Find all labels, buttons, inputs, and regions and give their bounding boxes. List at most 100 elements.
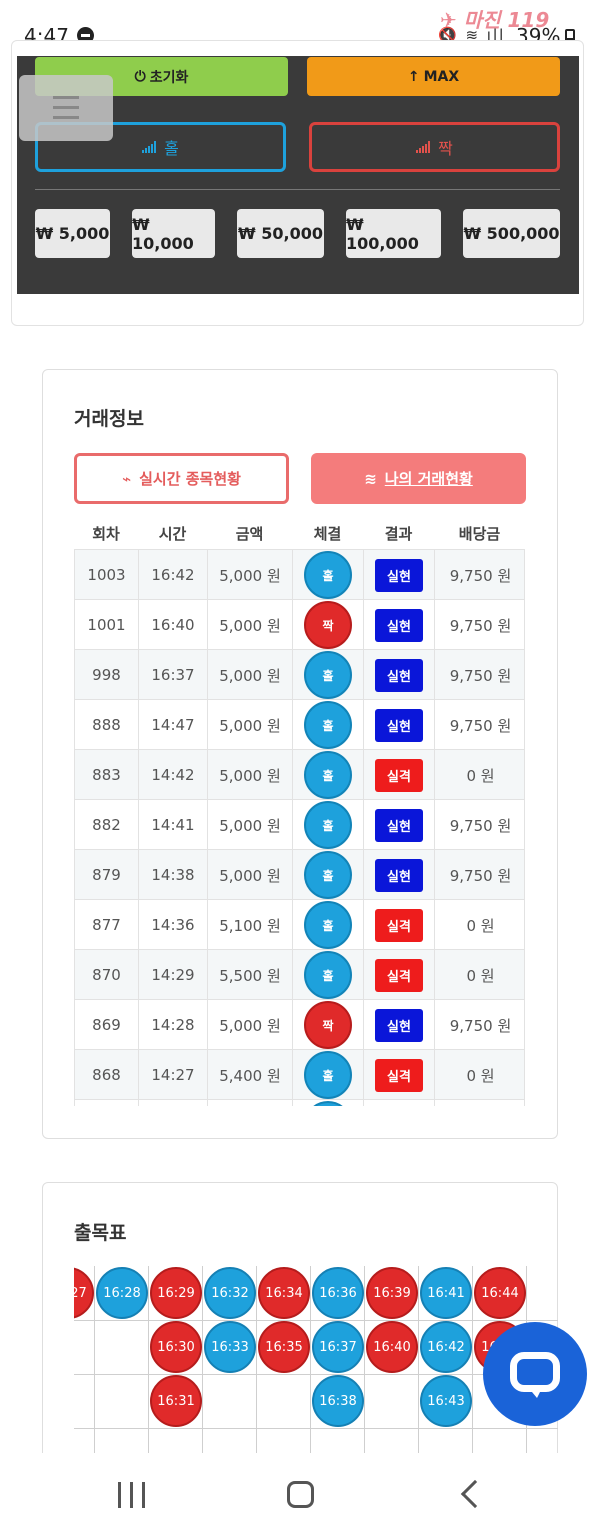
cell-amount: 5,500 원	[208, 950, 293, 1000]
grid-line	[202, 1266, 203, 1453]
grid-line	[74, 1320, 558, 1321]
cell-time: 16:40	[139, 600, 208, 650]
menu-button[interactable]	[19, 75, 113, 141]
result-badge: 실격	[375, 758, 423, 792]
odd-button[interactable]: 홀	[35, 122, 286, 172]
cell-time: 14:28	[139, 1000, 208, 1050]
cell-result: 실현	[364, 1000, 435, 1050]
cell-result: 실현	[364, 600, 435, 650]
pick-ball: 홀	[304, 851, 352, 899]
grid-line	[74, 1374, 558, 1375]
reset-button[interactable]: ⏻ 초기화	[35, 57, 288, 96]
result-badge: 실현	[375, 808, 423, 842]
result-badge: 실격	[375, 958, 423, 992]
cell-round: 869	[75, 1000, 139, 1050]
pick-ball: 짝	[304, 1001, 352, 1049]
trade-info-title: 거래정보	[74, 408, 144, 430]
cell-payout: 0 원	[466, 766, 495, 785]
grid-line	[472, 1266, 473, 1453]
cell-time: 14:42	[139, 750, 208, 800]
chat-button[interactable]	[483, 1322, 587, 1426]
cell-payout: 0 원	[466, 966, 495, 985]
grid-line	[364, 1266, 365, 1453]
cell-payout: 9,750 원	[449, 666, 512, 685]
grid-line	[256, 1266, 257, 1453]
result-ball: 16:30	[150, 1321, 202, 1373]
cell-payout: 9,750 원	[449, 566, 512, 585]
tab-my-trades[interactable]: ≋ 나의 거래현황	[311, 453, 526, 504]
amount-button-10000[interactable]: ₩ 10,000	[132, 209, 215, 258]
amount-button-100000[interactable]: ₩ 100,000	[346, 209, 441, 258]
result-badge: 실현	[375, 608, 423, 642]
result-badge: 실현	[375, 1008, 423, 1042]
amount-button-500000[interactable]: ₩ 500,000	[463, 209, 560, 258]
cell-result	[364, 1100, 435, 1106]
pick-ball: 홀	[304, 701, 352, 749]
col-payout: 배당금	[458, 525, 501, 543]
cell-amount: 5,000 원	[208, 1000, 293, 1050]
grid-line	[94, 1266, 95, 1453]
odd-label: 홀	[164, 139, 179, 158]
result-ball: 16:40	[366, 1321, 418, 1373]
status-icons: 🔇 ≋ ıll	[438, 26, 506, 44]
cell-round: 882	[75, 800, 139, 850]
pulse-icon: ⌁	[122, 469, 132, 488]
cell-amount: 5,400 원	[208, 1050, 293, 1100]
cell-payout: 9,750 원	[449, 816, 512, 835]
trade-table[interactable]: 1003 16:42 5,000 원 홀 실현 9,750 원 1001 16:40 5,000…	[74, 549, 525, 1106]
result-ball: 16:44	[474, 1267, 526, 1319]
cell-pick: 홀	[293, 650, 364, 700]
max-label: MAX	[423, 68, 460, 85]
table-row: 888 14:47 5,000 원 홀 실현 9,750 원	[75, 699, 524, 750]
grid-line	[418, 1266, 419, 1453]
signal-icon	[142, 141, 157, 153]
cell-amount: 5,000 원	[208, 750, 293, 800]
cell-payout	[435, 1100, 524, 1106]
cell-pick	[293, 1100, 364, 1106]
result-badge: 실현	[375, 708, 423, 742]
cell-result: 실현	[364, 700, 435, 750]
back-button[interactable]	[460, 1479, 478, 1509]
pick-ball	[304, 1101, 352, 1106]
system-nav-bar	[0, 1453, 600, 1537]
list-icon: ≋	[364, 469, 377, 488]
chat-icon-tail	[527, 1386, 543, 1398]
pick-ball: 홀	[304, 801, 352, 849]
result-ball: 16:28	[96, 1267, 148, 1319]
cell-payout: 9,750 원	[449, 716, 512, 735]
hamburger-line	[53, 116, 79, 119]
cell-result: 실현	[364, 800, 435, 850]
table-row: 877 14:36 5,100 원 홀 실격 0 원	[75, 899, 524, 950]
cell-result: 실격	[364, 750, 435, 800]
grid-line	[74, 1428, 558, 1429]
cell-round: 868	[75, 1050, 139, 1100]
result-ball: 16:35	[258, 1321, 310, 1373]
cell-pick: 홀	[293, 800, 364, 850]
amount-button-50000[interactable]: ₩ 50,000	[237, 209, 324, 258]
cell-round: 883	[75, 750, 139, 800]
cell-result: 실현	[364, 550, 435, 600]
cell-result: 실격	[364, 1050, 435, 1100]
table-row: 869 14:28 5,000 원 짝 실현 9,750 원	[75, 999, 524, 1050]
cell-pick: 홀	[293, 700, 364, 750]
col-pick: 체결	[313, 525, 342, 543]
even-button[interactable]: 짝	[309, 122, 560, 172]
max-button[interactable]: ↑ MAX	[307, 57, 560, 96]
cell-result: 실현	[364, 850, 435, 900]
recent-apps-button[interactable]	[118, 1482, 146, 1508]
result-ball: 16:34	[258, 1267, 310, 1319]
cell-pick: 짝	[293, 600, 364, 650]
cell-amount: 5,000 원	[208, 800, 293, 850]
tab-live-status[interactable]: ⌁ 실시간 종목현황	[74, 453, 289, 504]
cell-round: 870	[75, 950, 139, 1000]
result-ball: 16:39	[366, 1267, 418, 1319]
table-row	[75, 1099, 524, 1106]
cell-amount: 5,100 원	[208, 900, 293, 950]
signal-icon	[416, 141, 431, 153]
cell-time: 14:38	[139, 850, 208, 900]
cell-payout: 9,750 원	[449, 616, 512, 635]
table-row: 868 14:27 5,400 원 홀 실격 0 원	[75, 1049, 524, 1100]
home-button[interactable]	[287, 1481, 314, 1508]
amount-button-5000[interactable]: ₩ 5,000	[35, 209, 110, 258]
